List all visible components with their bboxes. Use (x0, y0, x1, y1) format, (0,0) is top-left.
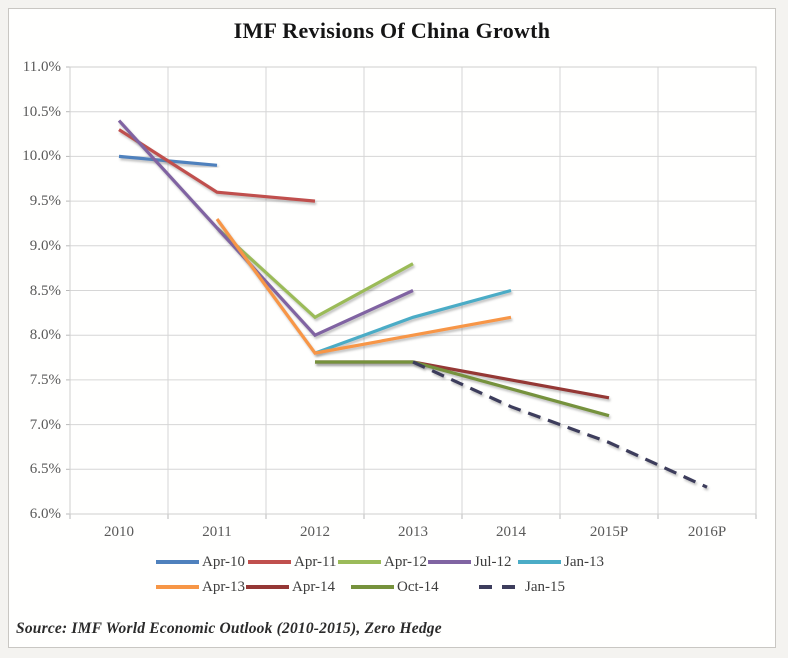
x-tick-label: 2010 (104, 524, 134, 540)
y-tick-label: 9.5% (29, 193, 61, 210)
y-tick-label: 9.0% (29, 237, 61, 254)
legend-label: Jan-15 (525, 578, 565, 595)
legend-swatch-apr-11 (248, 560, 291, 564)
legend-item-jul-12: Jul-12 (428, 553, 512, 571)
y-tick-label: 7.0% (29, 416, 61, 433)
series-line-apr-13 (215, 218, 512, 355)
source-note: Source: IMF World Economic Outlook (2010… (16, 620, 442, 637)
x-tick-label: 2012 (300, 524, 330, 540)
series-line-jul-12 (117, 119, 414, 338)
plot-border (69, 66, 757, 515)
legend-label: Apr-11 (294, 553, 337, 570)
legend-label: Jan-13 (564, 553, 604, 570)
y-tick-label: 6.5% (29, 461, 61, 478)
legend-item-oct-14: Oct-14 (351, 578, 439, 596)
legend-swatch-oct-14 (351, 585, 394, 589)
legend-item-apr-14: Apr-14 (246, 578, 335, 596)
legend-label: Apr-10 (202, 553, 246, 570)
legend-item-jan-13: Jan-13 (518, 553, 604, 571)
legend-swatch-apr-12 (338, 560, 381, 564)
series-line-jan-13 (314, 288, 512, 355)
y-tick-label: 11.0% (22, 59, 61, 75)
series-line-apr-11 (118, 128, 316, 203)
series-line-apr-12 (215, 226, 414, 320)
x-tick-label: 2016P (687, 524, 727, 540)
legend-swatch-apr-10 (156, 560, 199, 564)
legend-label: Apr-12 (384, 553, 428, 570)
series-line-oct-14 (315, 360, 610, 418)
legend-swatch-jul-12 (428, 560, 471, 564)
x-tick-label: 2013 (398, 524, 428, 540)
legend-label: Apr-14 (292, 578, 336, 595)
y-tick-label: 8.0% (29, 327, 61, 344)
chart-title: IMF Revisions Of China Growth (233, 18, 551, 43)
legend-item-apr-12: Apr-12 (338, 553, 427, 571)
legend-swatch-jan-13 (518, 560, 561, 564)
y-tick-label: 6.0% (29, 506, 61, 522)
chart-frame: IMF Revisions Of China Growth 11.0% 10.5%… (8, 8, 776, 648)
legend-item-apr-11: Apr-11 (248, 553, 336, 571)
legend-swatch-apr-14 (246, 585, 289, 589)
legend-label: Oct-14 (397, 578, 439, 595)
legend-swatch-apr-13 (156, 585, 199, 589)
legend-item-apr-13: Apr-13 (156, 578, 245, 596)
y-tick-label: 7.5% (29, 371, 61, 388)
legend-label: Apr-13 (202, 578, 246, 595)
legend-item-apr-10: Apr-10 (156, 553, 245, 571)
x-tick-label: 2011 (202, 524, 232, 540)
legend-swatch-jan-15 (479, 585, 522, 589)
plot-area (66, 66, 757, 519)
y-tick-label: 10.0% (22, 148, 61, 165)
legend-label: Jul-12 (474, 553, 512, 570)
legend-item-jan-15: Jan-15 (479, 578, 565, 596)
y-tick-label: 10.5% (22, 103, 61, 120)
y-tick-label: 8.5% (29, 282, 61, 299)
x-tick-label: 2015P (589, 524, 629, 540)
x-tick-label: 2014 (496, 524, 526, 540)
series-line-jan-15 (412, 360, 708, 489)
